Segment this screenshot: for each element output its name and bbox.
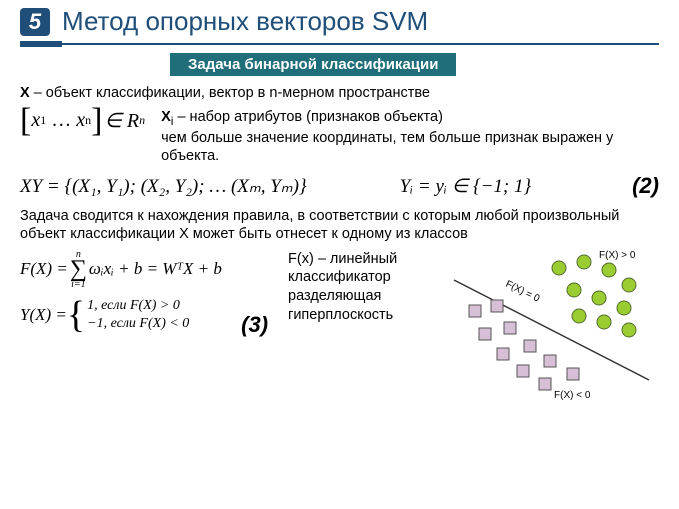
vec-sup: n <box>139 113 145 128</box>
title-underline <box>20 41 659 47</box>
subtitle-box: Задача бинарной классификации <box>170 53 456 76</box>
scatter-diagram: F(X) > 0 F(X) = 0 F(X) < 0 <box>449 250 659 400</box>
vec-sub1: 1 <box>40 113 46 128</box>
p1-text: – объект классификации, вектор в n-мерно… <box>30 85 430 101</box>
vec-dots: … <box>51 109 71 132</box>
attr-strong: X <box>161 109 171 125</box>
vector-formula: [ x1 … xn ] ∈ Rn <box>20 108 145 133</box>
xy-y: Yᵢ = yᵢ ∈ {−1; 1} <box>400 175 531 198</box>
eq-label-2: (2) <box>632 173 659 199</box>
case1: 1, если F(X) > 0 <box>87 298 180 313</box>
p1-strong: X <box>20 85 30 101</box>
sum-bot: i=1 <box>71 280 86 289</box>
yx-lhs: Y(X) = <box>20 305 67 325</box>
yx-formula: Y(X) = { 1, если F(X) > 0 −1, если F(X) … <box>20 297 233 333</box>
bottom-row: F(X) = n ∑ i=1 ωᵢxᵢ + b = WᵀX + b Y(X) =… <box>20 250 659 400</box>
svg-text:F(X) = 0: F(X) = 0 <box>504 278 542 304</box>
vec-x1: x <box>31 109 40 132</box>
fx-body: ωᵢxᵢ + b = WᵀX + b <box>89 259 222 279</box>
sigma: n ∑ i=1 <box>70 250 87 290</box>
xy-row: XY = {(X₁, Y₁); (X₂, Y₂); … (Xₘ, Yₘ)} Yᵢ… <box>20 173 659 199</box>
slide-number-badge: 5 <box>20 8 50 36</box>
xy-left: XY = {(X₁, Y₁); (X₂, Y₂); … (Xₘ, Yₘ)} <box>20 175 307 198</box>
cases: 1, если F(X) > 0 −1, если F(X) < 0 <box>87 297 189 333</box>
classifier-desc: F(x) – линейный классификатор разделяюща… <box>288 250 439 325</box>
fx-lhs: F(X) = <box>20 259 68 279</box>
attr-line2: чем больше значение координаты, тем боль… <box>161 130 613 164</box>
slide-title: Метод опорных векторов SVM <box>62 6 428 37</box>
slide: 5 Метод опорных векторов SVM Задача бина… <box>0 0 679 509</box>
fx-formula: F(X) = n ∑ i=1 ωᵢxᵢ + b = WᵀX + b <box>20 250 233 290</box>
attr-text: Xi – набор атрибутов (признаков объекта)… <box>161 108 659 165</box>
svg-text:F(X) > 0: F(X) > 0 <box>599 250 636 261</box>
vec-xn: x <box>76 109 85 132</box>
eq-label-3: (3) <box>241 312 268 338</box>
case2: −1, если F(X) < 0 <box>87 316 189 331</box>
p2: Задача сводится к нахождения правила, в … <box>20 207 659 243</box>
left-formulas: F(X) = n ∑ i=1 ωᵢxᵢ + b = WᵀX + b Y(X) =… <box>20 250 233 334</box>
vec-in: ∈ R <box>104 108 139 133</box>
header: 5 Метод опорных векторов SVM <box>20 0 659 37</box>
vector-row: [ x1 … xn ] ∈ Rn Xi – набор атрибутов (п… <box>20 108 659 165</box>
attr-line1: – набор атрибутов (признаков объекта) <box>173 109 442 125</box>
p1: X – объект классификации, вектор в n-мер… <box>20 84 659 102</box>
svg-text:F(X) < 0: F(X) < 0 <box>554 390 591 400</box>
subtitle-row: Задача бинарной классификации <box>20 53 659 84</box>
